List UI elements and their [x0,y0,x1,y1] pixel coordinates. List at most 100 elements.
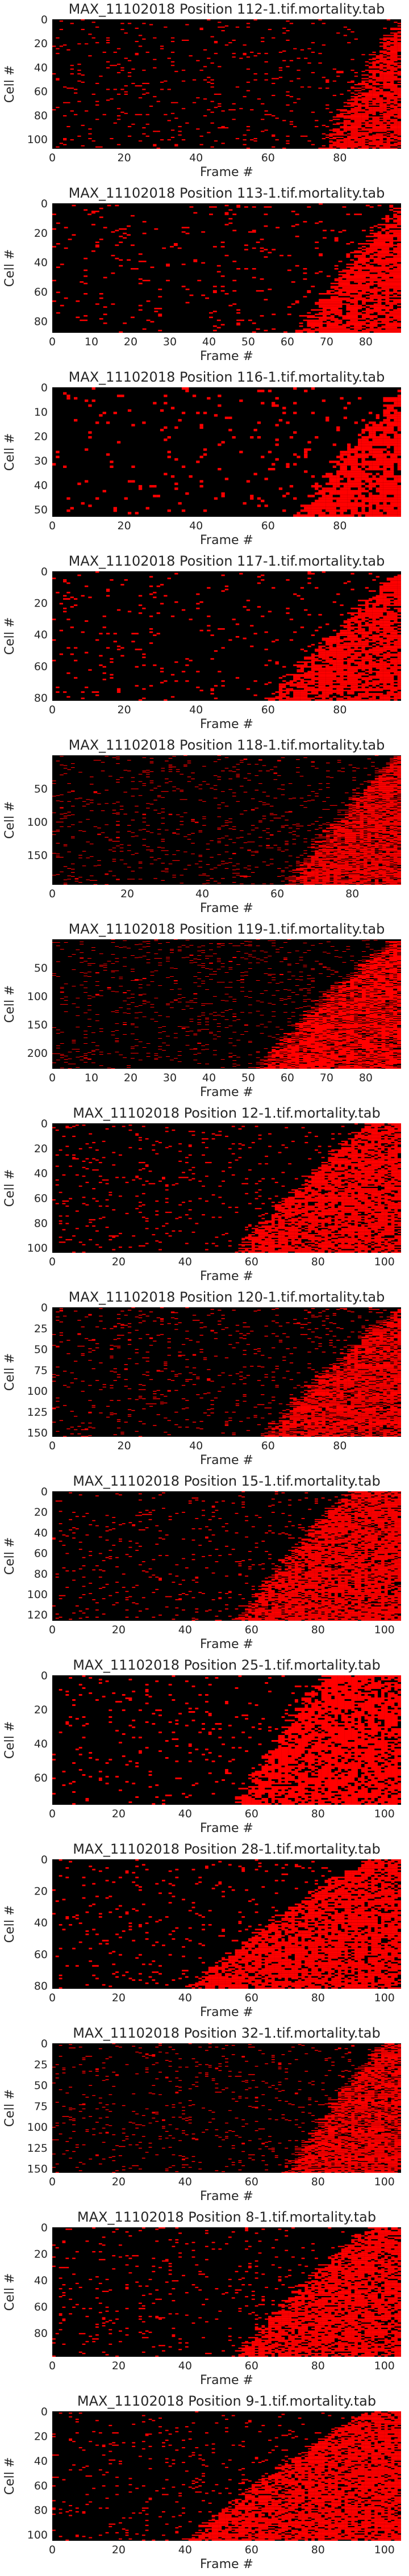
heatmap-row [82,1737,398,1738]
heatmap-row [62,2479,402,2481]
heatmap-row [160,429,402,432]
y-tick-label: 50 [34,2080,48,2092]
heatmap-row [56,856,398,858]
heatmap-row [59,1977,395,1980]
heatmap-row [174,458,402,461]
chart-title: MAX_11102018 Position 118-1.tif.mortalit… [69,737,385,753]
x-tick-label: 60 [261,1440,275,1452]
heatmap-row [111,939,291,940]
heatmap-row [102,2317,402,2319]
heatmap-row [139,1139,402,1141]
heatmap-row [52,2139,402,2140]
heatmap-row [89,2085,402,2086]
heatmap-row [170,129,402,131]
heatmap-row [110,661,402,663]
heatmap-row [62,1135,402,1138]
heatmap-row [89,1752,402,1754]
heatmap-row [72,1579,402,1581]
heatmap-row [98,1870,398,1872]
heatmap-row [174,1424,402,1425]
x-tick-label: 20 [112,1808,126,1820]
x-tick-label: 40 [178,1256,192,1268]
heatmap-row [127,844,398,846]
x-tick-label: 60 [245,2360,258,2372]
heatmap-row [281,1874,402,1875]
heatmap-row [64,247,401,249]
heatmap-row [102,2445,402,2447]
heatmap-row [202,1728,402,1730]
heatmap-row [115,1038,401,1039]
heatmap-row [105,1515,402,1516]
heatmap-row [103,313,401,315]
heatmap-row [148,2458,402,2460]
heatmap-row [90,880,401,881]
heatmap-row [135,1399,402,1400]
heatmap-row [55,1617,402,1619]
heatmap-row [194,822,401,823]
heatmap-row [152,1559,402,1561]
heatmap-row [63,610,402,613]
heatmap-row [188,1711,402,1713]
heatmap-row [63,608,402,609]
heatmap-row [66,126,402,128]
heatmap-row [139,1750,402,1752]
x-tick-label: 0 [49,1072,56,1084]
chart-title: MAX_11102018 Position 12-1.tif.mortality… [73,1105,381,1121]
y-axis-label: Cell # [3,433,17,471]
heatmap-row [220,324,401,326]
heatmap-row [248,1601,402,1603]
heatmap-row [150,321,398,323]
heatmap-row [72,1157,398,1159]
heatmap-row [116,72,402,74]
heatmap-row [141,1864,398,1866]
heatmap-row [88,1314,398,1315]
heatmap-row [281,2309,398,2311]
heatmap-row [271,1498,402,1500]
heatmap-row [103,277,401,279]
heatmap-row [76,1051,401,1052]
heatmap-row [88,1435,402,1436]
heatmap-row [119,1954,402,1956]
heatmap-row [68,956,402,957]
heatmap-chart: MAX_11102018 Position 113-1.tif.mortalit… [3,185,402,363]
heatmap-row [60,794,401,796]
heatmap-row [178,2252,402,2254]
heatmap-row [138,699,398,701]
heatmap-row [85,1338,402,1339]
heatmap-row [85,1911,402,1913]
heatmap-row [113,122,402,124]
heatmap-cells [52,1491,402,1621]
heatmap-row [60,992,402,993]
heatmap-row [52,463,402,466]
heatmap-row [138,487,402,490]
heatmap-cells [52,2411,402,2541]
heatmap-row [95,2276,402,2278]
heatmap-row [264,256,401,258]
x-tick-label: 0 [49,1624,56,1636]
heatmap-row [172,2280,398,2282]
y-tick-label: 60 [34,660,48,673]
heatmap-row [52,639,402,641]
x-tick-label: 0 [49,1256,56,1268]
heatmap-row [52,300,401,302]
heatmap-row [52,1127,402,1128]
heatmap-row [62,1771,402,1772]
chart-title: MAX_11102018 Position 119-1.tif.mortalit… [69,921,385,937]
x-tick-label: 80 [333,704,347,716]
y-axis-label: Cell # [3,249,17,287]
heatmap-row [82,2353,402,2355]
heatmap-row [188,1502,402,1504]
heatmap-row [116,821,398,822]
heatmap-row [238,2096,402,2097]
heatmap-row [59,1332,402,1333]
heatmap-row [170,136,402,139]
heatmap-row [145,1138,398,1140]
heatmap-row [66,696,402,698]
heatmap-row [91,1368,402,1369]
heatmap-row [258,1862,402,1864]
heatmap-row [88,436,402,439]
heatmap-chart: MAX_11102018 Position 120-1.tif.mortalit… [3,1289,402,1467]
heatmap-row [172,2049,402,2050]
x-tick-label: 60 [245,1624,258,1636]
heatmap-row [81,502,402,505]
